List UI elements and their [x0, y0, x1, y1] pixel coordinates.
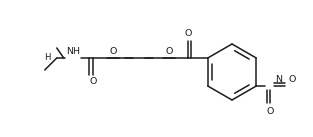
Text: O: O [267, 106, 274, 115]
Text: O: O [289, 75, 296, 85]
Text: N: N [275, 75, 282, 85]
Text: O: O [109, 46, 116, 55]
Text: NH: NH [66, 46, 80, 55]
Text: O: O [89, 78, 96, 86]
Text: O: O [165, 46, 172, 55]
Text: O: O [184, 29, 192, 38]
Text: H: H [44, 54, 51, 62]
